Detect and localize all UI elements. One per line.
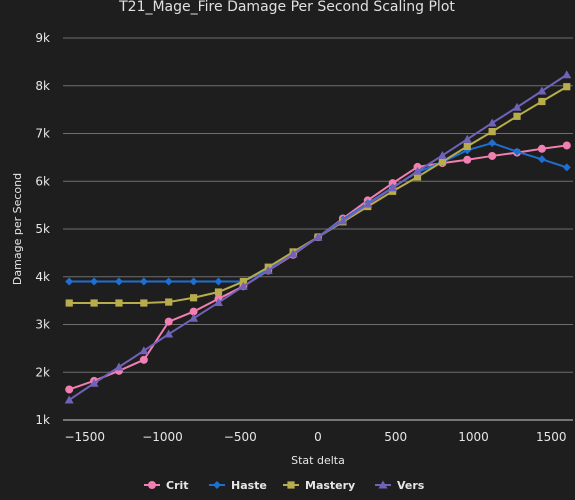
y-tick-label: 2k (35, 365, 50, 379)
legend-marker-crit (148, 481, 156, 489)
data-point-haste-17[interactable] (488, 139, 497, 148)
data-point-crit-20[interactable] (562, 141, 571, 150)
data-point-mastery-6[interactable] (214, 288, 223, 296)
legend-marker-haste (213, 481, 221, 489)
legend-label: Mastery (305, 479, 355, 492)
data-point-mastery-14[interactable] (413, 173, 422, 181)
legend: Crit Haste Mastery Vers (144, 479, 425, 492)
data-point-mastery-19[interactable] (538, 97, 546, 106)
data-point-mastery-15[interactable] (438, 158, 446, 166)
data-point-haste-18[interactable] (513, 147, 522, 156)
data-point-haste-19[interactable] (537, 155, 546, 164)
data-point-haste-1[interactable] (90, 277, 99, 286)
legend-label: Crit (166, 479, 189, 492)
data-point-vers-11[interactable] (338, 216, 348, 225)
y-tick-label: 5k (35, 222, 50, 236)
data-point-crit-3[interactable] (139, 355, 148, 364)
data-point-haste-20[interactable] (562, 163, 571, 172)
data-point-mastery-4[interactable] (165, 298, 173, 306)
series-haste (65, 139, 571, 286)
data-point-vers-20[interactable] (562, 70, 572, 79)
y-tick-label: 3k (35, 318, 50, 332)
x-tick-label: −1500 (64, 430, 105, 444)
legend-marker-vers (378, 480, 388, 489)
data-point-mastery-18[interactable] (513, 112, 521, 120)
series-crit (65, 141, 571, 394)
data-point-crit-4[interactable] (164, 317, 173, 326)
data-point-mastery-16[interactable] (463, 142, 471, 150)
data-point-vers-18[interactable] (512, 102, 522, 111)
data-point-crit-16[interactable] (463, 155, 472, 164)
grid-lines (63, 37, 573, 373)
data-point-vers-0[interactable] (64, 395, 74, 404)
data-point-vers-7[interactable] (238, 281, 248, 290)
legend-item-mastery[interactable]: Mastery (283, 479, 355, 492)
data-point-haste-0[interactable] (65, 277, 74, 286)
y-tick-label: 1k (35, 413, 50, 427)
data-point-vers-15[interactable] (437, 150, 447, 159)
y-tick-label: 4k (35, 270, 50, 284)
data-point-vers-2[interactable] (114, 362, 124, 371)
legend-item-crit[interactable]: Crit (144, 479, 189, 492)
data-point-vers-14[interactable] (413, 166, 423, 175)
data-point-haste-5[interactable] (189, 277, 198, 286)
x-axis-title: Stat delta (291, 454, 345, 467)
data-point-mastery-7[interactable] (239, 277, 247, 286)
data-point-mastery-2[interactable] (115, 299, 123, 307)
data-point-haste-6[interactable] (214, 277, 223, 286)
data-point-vers-17[interactable] (487, 118, 497, 127)
data-point-mastery-5[interactable] (190, 294, 198, 302)
y-tick-label: 8k (35, 79, 50, 93)
data-point-vers-9[interactable] (288, 249, 298, 258)
x-tick-label: 500 (384, 430, 407, 444)
y-axis-ticks: 1k 2k 3k 4k 5k 6k 7k 8k 9k (35, 31, 50, 427)
data-point-haste-3[interactable] (139, 277, 148, 286)
x-tick-label: 1500 (536, 430, 567, 444)
data-point-mastery-1[interactable] (90, 299, 98, 307)
legend-label: Vers (397, 479, 425, 492)
chart-title: T21_Mage_Fire Damage Per Second Scaling … (118, 0, 455, 15)
y-tick-label: 9k (35, 31, 50, 45)
data-point-crit-5[interactable] (189, 307, 198, 316)
data-point-vers-19[interactable] (537, 86, 547, 95)
data-point-vers-12[interactable] (363, 199, 373, 208)
x-tick-label: 1000 (458, 430, 489, 444)
data-point-vers-13[interactable] (388, 183, 398, 192)
legend-marker-mastery (287, 481, 295, 489)
data-point-crit-17[interactable] (488, 151, 497, 160)
data-point-vers-4[interactable] (164, 329, 174, 338)
data-point-vers-5[interactable] (189, 313, 199, 322)
data-point-haste-2[interactable] (114, 277, 123, 286)
y-axis-title: Damage per Second (11, 173, 24, 285)
data-point-mastery-3[interactable] (140, 299, 148, 307)
series-mastery (65, 83, 571, 307)
series-line-haste (69, 142, 568, 283)
data-point-vers-3[interactable] (139, 346, 149, 355)
x-axis-ticks: −1500 −1000 −500 0 500 1000 1500 (64, 430, 566, 444)
series-layer (64, 70, 572, 404)
legend-label: Haste (231, 479, 267, 492)
x-tick-label: −500 (224, 430, 257, 444)
data-point-vers-8[interactable] (263, 266, 273, 275)
data-point-mastery-17[interactable] (488, 127, 496, 136)
data-point-crit-0[interactable] (65, 385, 74, 394)
x-tick-label: −1000 (142, 430, 183, 444)
legend-item-vers[interactable]: Vers (375, 479, 425, 492)
y-tick-label: 6k (35, 174, 50, 188)
data-point-haste-4[interactable] (164, 277, 173, 286)
legend-item-haste[interactable]: Haste (209, 479, 267, 492)
data-point-crit-19[interactable] (537, 144, 546, 153)
data-point-mastery-20[interactable] (563, 83, 571, 91)
x-tick-label: 0 (314, 430, 322, 444)
data-point-vers-6[interactable] (213, 298, 223, 307)
series-vers (64, 70, 572, 404)
data-point-mastery-0[interactable] (65, 299, 73, 307)
data-point-vers-16[interactable] (462, 134, 472, 143)
data-point-vers-10[interactable] (313, 232, 323, 241)
data-point-vers-1[interactable] (89, 378, 99, 387)
y-tick-label: 7k (35, 127, 50, 141)
